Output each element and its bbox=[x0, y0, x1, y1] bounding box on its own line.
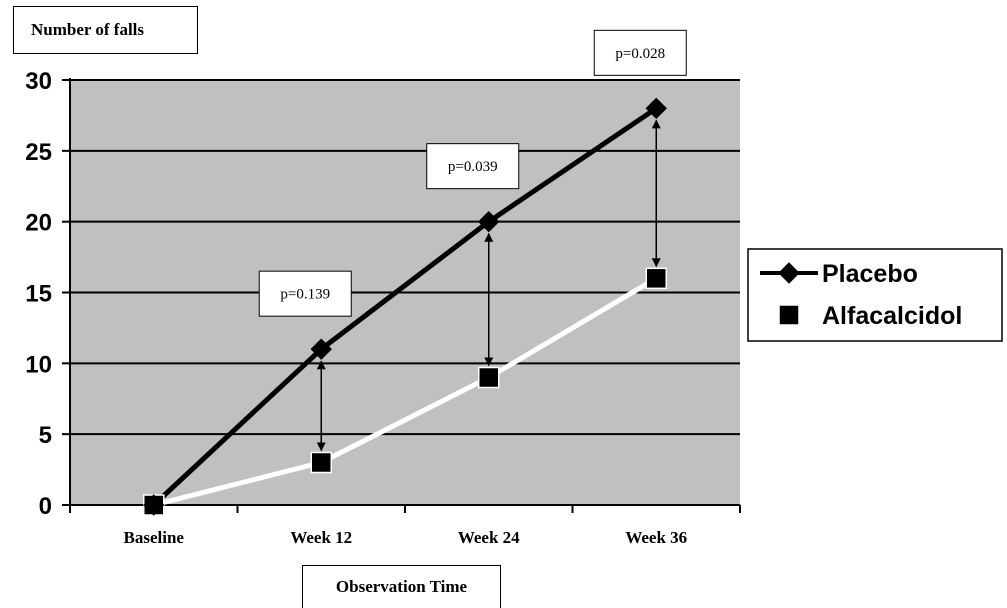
p-value-annotation: p=0.139 bbox=[258, 270, 352, 317]
y-tick-label: 20 bbox=[25, 210, 52, 237]
axes bbox=[62, 78, 741, 513]
p-value-text: p=0.028 bbox=[615, 46, 665, 62]
p-value-text: p=0.039 bbox=[448, 159, 498, 175]
legend-item-placebo: Placebo bbox=[760, 260, 918, 288]
y-tick-label: 5 bbox=[39, 422, 52, 449]
series-line-placebo bbox=[152, 106, 658, 507]
data-point-placebo bbox=[143, 494, 165, 516]
data-point-placebo bbox=[645, 97, 667, 120]
y-tick-label: 25 bbox=[25, 139, 52, 166]
y-tick-label: 10 bbox=[25, 351, 52, 378]
y-tick-label: 30 bbox=[25, 68, 52, 95]
y-tick-label: 15 bbox=[25, 281, 52, 308]
legend-marker bbox=[778, 262, 800, 284]
p-value-annotation: p=0.028 bbox=[593, 29, 687, 76]
data-point-alfacalcidol bbox=[645, 267, 667, 290]
y-axis-label: Number of falls bbox=[13, 6, 198, 54]
series bbox=[143, 97, 667, 516]
x-axis-label: Observation Time bbox=[302, 565, 501, 608]
difference-arrows bbox=[316, 119, 661, 452]
y-tick-labels: 0 5 10 15 20 25 30 bbox=[25, 68, 52, 520]
p-value-annotations: p=0.139 p=0.039 p=0.028 bbox=[258, 29, 687, 317]
series-line-alfacalcidol bbox=[153, 276, 658, 508]
gridlines bbox=[70, 79, 740, 436]
p-value-annotation: p=0.039 bbox=[426, 143, 520, 190]
legend-marker bbox=[778, 304, 800, 326]
data-point-alfacalcidol bbox=[310, 451, 332, 474]
x-tick-label: Week 24 bbox=[458, 528, 520, 547]
legend-label: Placebo bbox=[822, 260, 918, 288]
x-tick-labels: Baseline Week 12 Week 24 Week 36 bbox=[124, 528, 688, 547]
data-point-placebo bbox=[310, 338, 332, 360]
legend-item-alfacalcidol: Alfacalcidol bbox=[778, 302, 962, 330]
y-tick-label: 0 bbox=[39, 493, 52, 520]
legend: Placebo Alfacalcidol bbox=[747, 248, 1003, 342]
legend-label: Alfacalcidol bbox=[822, 302, 962, 330]
p-value-text: p=0.139 bbox=[280, 287, 330, 303]
x-tick-label: Week 36 bbox=[625, 528, 687, 547]
data-point-alfacalcidol bbox=[478, 366, 500, 389]
data-point-placebo bbox=[478, 210, 500, 233]
x-tick-label: Week 12 bbox=[290, 528, 352, 547]
x-tick-label: Baseline bbox=[124, 528, 185, 547]
